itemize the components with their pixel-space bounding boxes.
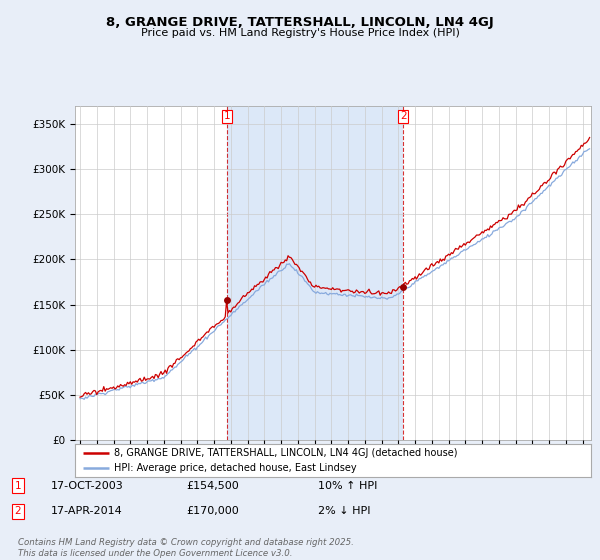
- Text: 1: 1: [224, 111, 230, 122]
- Text: 2: 2: [400, 111, 407, 122]
- Text: Price paid vs. HM Land Registry's House Price Index (HPI): Price paid vs. HM Land Registry's House …: [140, 28, 460, 38]
- Text: Contains HM Land Registry data © Crown copyright and database right 2025.
This d: Contains HM Land Registry data © Crown c…: [18, 538, 354, 558]
- Text: £154,500: £154,500: [186, 480, 239, 491]
- Text: 2: 2: [14, 506, 22, 516]
- Text: 17-APR-2014: 17-APR-2014: [51, 506, 123, 516]
- Text: 8, GRANGE DRIVE, TATTERSHALL, LINCOLN, LN4 4GJ: 8, GRANGE DRIVE, TATTERSHALL, LINCOLN, L…: [106, 16, 494, 29]
- Text: 1: 1: [14, 480, 22, 491]
- Bar: [227, 106, 403, 440]
- Text: £170,000: £170,000: [186, 506, 239, 516]
- Text: 10% ↑ HPI: 10% ↑ HPI: [318, 480, 377, 491]
- Text: 2% ↓ HPI: 2% ↓ HPI: [318, 506, 371, 516]
- Text: 17-OCT-2003: 17-OCT-2003: [51, 480, 124, 491]
- Text: 8, GRANGE DRIVE, TATTERSHALL, LINCOLN, LN4 4GJ (detached house): 8, GRANGE DRIVE, TATTERSHALL, LINCOLN, L…: [114, 447, 457, 458]
- Text: HPI: Average price, detached house, East Lindsey: HPI: Average price, detached house, East…: [114, 463, 356, 473]
